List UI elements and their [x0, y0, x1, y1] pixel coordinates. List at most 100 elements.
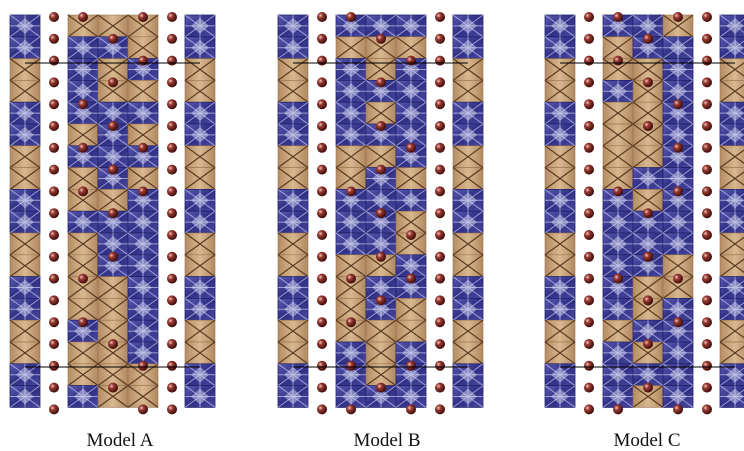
- structure-panel: [545, 12, 744, 414]
- atom: [317, 252, 327, 262]
- atom: [435, 230, 445, 240]
- atom: [584, 34, 594, 44]
- atom: [584, 99, 594, 109]
- atom: [702, 295, 712, 305]
- atom: [613, 12, 623, 22]
- atom: [108, 252, 118, 262]
- atom: [702, 77, 712, 87]
- structure-panels: [10, 12, 744, 414]
- atom: [317, 143, 327, 153]
- atom: [673, 274, 683, 284]
- atom: [435, 317, 445, 327]
- atom: [167, 143, 177, 153]
- atom: [167, 383, 177, 393]
- atom: [167, 77, 177, 87]
- atom: [584, 186, 594, 196]
- atom: [435, 165, 445, 175]
- atom: [167, 230, 177, 240]
- atom: [406, 404, 416, 414]
- atom: [167, 339, 177, 349]
- atom: [702, 274, 712, 284]
- atom: [406, 56, 416, 66]
- atom: [584, 404, 594, 414]
- atom: [613, 274, 623, 284]
- atom: [317, 383, 327, 393]
- atom: [435, 99, 445, 109]
- atom: [376, 252, 386, 262]
- atom: [435, 252, 445, 262]
- atom: [435, 404, 445, 414]
- atom: [49, 143, 59, 153]
- atom: [702, 383, 712, 393]
- atom: [167, 99, 177, 109]
- atom: [702, 121, 712, 131]
- atom: [317, 274, 327, 284]
- atom: [584, 165, 594, 175]
- atom: [108, 34, 118, 44]
- atom: [49, 208, 59, 218]
- atom: [317, 56, 327, 66]
- atom: [643, 34, 653, 44]
- panel-caption: Model C: [613, 430, 680, 451]
- atom: [673, 317, 683, 327]
- atom: [584, 317, 594, 327]
- panel-caption: Model B: [353, 430, 420, 451]
- atom: [702, 99, 712, 109]
- atom: [613, 186, 623, 196]
- atom: [108, 121, 118, 131]
- atom: [643, 295, 653, 305]
- atom: [406, 361, 416, 371]
- atom: [406, 143, 416, 153]
- atom: [643, 339, 653, 349]
- atom: [643, 77, 653, 87]
- atom: [643, 252, 653, 262]
- atom: [702, 208, 712, 218]
- atom: [673, 12, 683, 22]
- atom: [317, 404, 327, 414]
- atom: [702, 361, 712, 371]
- atom: [673, 404, 683, 414]
- atom: [167, 317, 177, 327]
- atom: [49, 252, 59, 262]
- atom: [435, 77, 445, 87]
- atom: [584, 208, 594, 218]
- atom: [317, 34, 327, 44]
- atom: [49, 295, 59, 305]
- atom: [702, 12, 712, 22]
- atom: [167, 12, 177, 22]
- atom: [584, 383, 594, 393]
- atom: [138, 186, 148, 196]
- structure-panel: [278, 12, 483, 414]
- atom: [317, 208, 327, 218]
- atom: [346, 274, 356, 284]
- atom: [406, 274, 416, 284]
- atom: [78, 99, 88, 109]
- atom: [167, 34, 177, 44]
- panel-caption: Model A: [86, 430, 153, 451]
- atom: [167, 56, 177, 66]
- atom: [346, 317, 356, 327]
- atom: [49, 12, 59, 22]
- atom: [435, 56, 445, 66]
- atom: [346, 12, 356, 22]
- atom: [346, 361, 356, 371]
- atom: [702, 339, 712, 349]
- atom: [167, 121, 177, 131]
- atom: [584, 121, 594, 131]
- atom: [49, 77, 59, 87]
- atom: [613, 404, 623, 414]
- atom: [138, 12, 148, 22]
- atom: [702, 186, 712, 196]
- atom: [108, 339, 118, 349]
- atom: [108, 383, 118, 393]
- atom: [584, 77, 594, 87]
- atom: [584, 274, 594, 284]
- atom: [346, 186, 356, 196]
- atom: [376, 121, 386, 131]
- atom: [167, 361, 177, 371]
- atom: [49, 56, 59, 66]
- atom: [702, 252, 712, 262]
- atom: [317, 165, 327, 175]
- atom: [584, 361, 594, 371]
- atom: [317, 121, 327, 131]
